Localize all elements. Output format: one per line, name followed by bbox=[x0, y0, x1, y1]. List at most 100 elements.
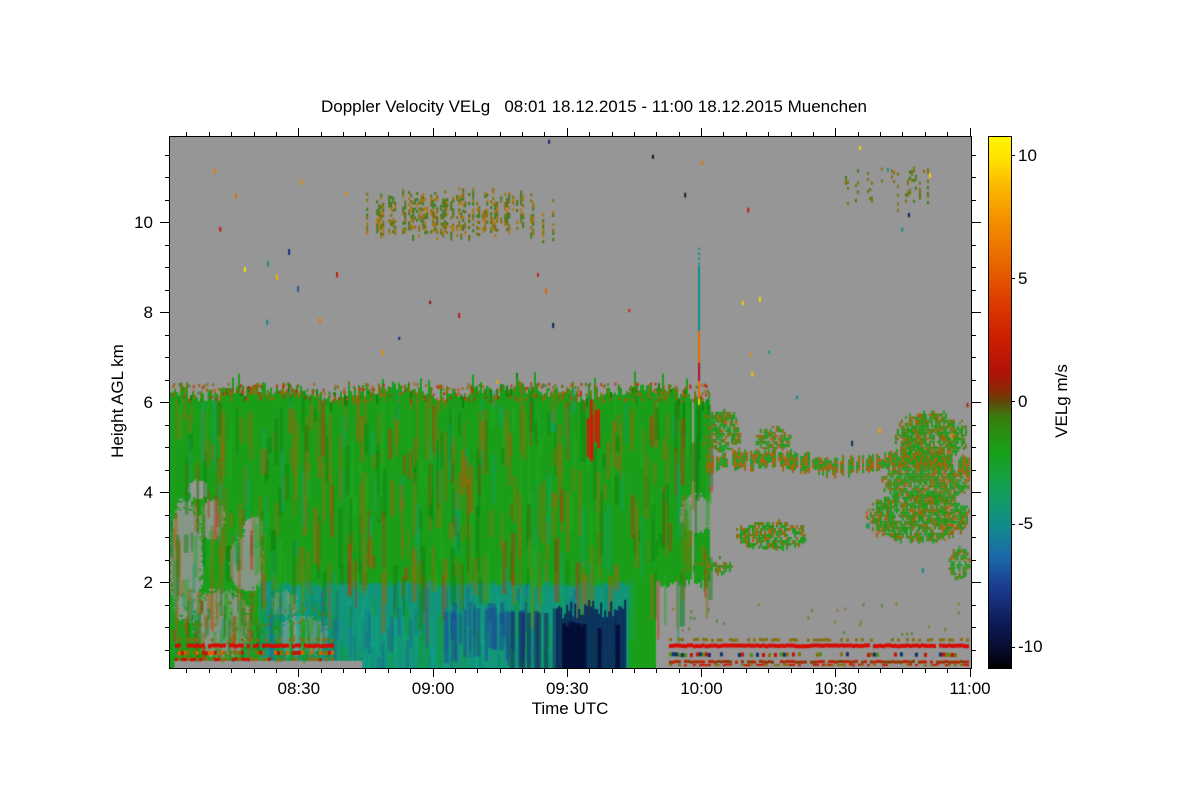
x-major-tick-top bbox=[835, 128, 837, 136]
y-tick-label: 10 bbox=[134, 212, 153, 232]
y-minor-tick-right bbox=[972, 514, 976, 516]
x-minor-tick bbox=[812, 669, 814, 673]
x-minor-tick-top bbox=[544, 132, 546, 136]
x-minor-tick-top bbox=[522, 132, 523, 136]
heatmap-canvas bbox=[170, 137, 971, 668]
x-minor-tick bbox=[253, 669, 255, 673]
x-minor-tick-top bbox=[275, 132, 277, 136]
x-minor-tick-top bbox=[611, 132, 613, 136]
x-tick-label: 08:30 bbox=[277, 679, 321, 698]
x-minor-tick-top bbox=[857, 132, 859, 136]
x-minor-tick bbox=[589, 669, 591, 673]
y-major-tick-right bbox=[972, 582, 981, 584]
x-minor-tick bbox=[656, 669, 658, 673]
y-minor-tick-right bbox=[972, 177, 976, 179]
x-minor-tick bbox=[365, 669, 367, 673]
y-minor-tick-right bbox=[972, 357, 976, 359]
y-tick-label: 8 bbox=[143, 302, 153, 322]
plot-area bbox=[169, 136, 972, 669]
y-minor-tick-right bbox=[972, 379, 976, 381]
colorbar-tick bbox=[1011, 401, 1015, 402]
y-minor-tick bbox=[165, 244, 169, 246]
x-major-tick bbox=[432, 669, 434, 677]
x-major-tick bbox=[969, 669, 971, 677]
x-minor-tick-top bbox=[231, 132, 233, 136]
x-minor-tick-top bbox=[947, 132, 949, 136]
y-minor-tick bbox=[165, 424, 169, 426]
x-minor-tick bbox=[611, 669, 613, 673]
x-minor-tick-top bbox=[589, 132, 591, 136]
x-major-tick-top bbox=[701, 128, 702, 136]
x-major-tick-top bbox=[566, 128, 568, 136]
x-minor-tick-top bbox=[477, 132, 479, 136]
y-minor-tick-right bbox=[972, 154, 976, 156]
x-axis-label: Time UTC bbox=[531, 699, 609, 718]
x-minor-tick bbox=[633, 669, 635, 673]
y-minor-tick bbox=[165, 289, 169, 291]
y-minor-tick bbox=[165, 199, 169, 201]
x-minor-tick-top bbox=[365, 132, 367, 136]
x-minor-tick bbox=[522, 669, 523, 673]
x-minor-tick-top bbox=[343, 132, 345, 136]
x-minor-tick bbox=[924, 669, 926, 673]
y-axis-label: Height AGL km bbox=[108, 344, 127, 458]
x-minor-tick bbox=[790, 669, 792, 673]
x-minor-tick bbox=[857, 669, 859, 673]
x-minor-tick-top bbox=[387, 132, 389, 136]
x-minor-tick-top bbox=[745, 132, 747, 136]
x-minor-tick bbox=[454, 669, 456, 673]
x-minor-tick-top bbox=[186, 132, 188, 136]
colorbar bbox=[988, 136, 1012, 669]
y-minor-tick bbox=[165, 537, 169, 539]
x-minor-tick bbox=[320, 669, 322, 673]
x-minor-tick-top bbox=[320, 132, 322, 136]
y-tick-label: 2 bbox=[143, 572, 153, 592]
x-minor-tick-top bbox=[902, 132, 904, 136]
x-major-tick-top bbox=[298, 128, 300, 136]
x-minor-tick bbox=[410, 669, 412, 673]
y-major-tick bbox=[160, 222, 169, 224]
y-minor-tick bbox=[165, 627, 169, 629]
colorbar-tick bbox=[1011, 278, 1015, 280]
x-minor-tick-top bbox=[253, 132, 255, 136]
x-tick-label: 10:00 bbox=[680, 679, 723, 698]
y-minor-tick bbox=[165, 469, 169, 471]
x-major-tick bbox=[835, 669, 837, 677]
x-major-tick bbox=[298, 669, 300, 677]
x-minor-tick bbox=[477, 669, 479, 673]
colorbar-label: VELg m/s bbox=[1052, 364, 1071, 438]
y-tick-label: 4 bbox=[143, 482, 153, 502]
y-minor-tick-right bbox=[972, 244, 976, 246]
x-minor-tick-top bbox=[633, 132, 635, 136]
x-minor-tick bbox=[343, 669, 345, 673]
x-minor-tick bbox=[499, 669, 501, 673]
x-minor-tick-top bbox=[454, 132, 456, 136]
x-minor-tick bbox=[387, 669, 389, 673]
y-minor-tick-right bbox=[972, 424, 976, 426]
y-minor-tick bbox=[165, 334, 169, 336]
y-minor-tick-right bbox=[972, 199, 976, 201]
colorbar-tick-label: 10 bbox=[1018, 145, 1037, 165]
y-major-tick bbox=[160, 312, 169, 314]
x-tick-label: 10:30 bbox=[814, 679, 858, 698]
chart-title: Doppler Velocity VELg 08:01 18.12.2015 -… bbox=[321, 97, 867, 116]
y-major-tick-right bbox=[972, 402, 981, 404]
colorbar-tick-label: -5 bbox=[1018, 514, 1034, 534]
x-minor-tick bbox=[723, 669, 725, 673]
x-minor-tick-top bbox=[924, 132, 926, 136]
colorbar-tick bbox=[1011, 523, 1015, 525]
x-minor-tick-top bbox=[723, 132, 725, 136]
colorbar-gradient bbox=[989, 137, 1011, 668]
x-minor-tick bbox=[275, 669, 277, 673]
y-tick-label: 6 bbox=[143, 392, 153, 412]
y-minor-tick-right bbox=[972, 289, 976, 291]
x-minor-tick-top bbox=[656, 132, 658, 136]
y-major-tick bbox=[160, 492, 169, 494]
y-major-tick bbox=[160, 582, 169, 584]
x-tick-label: 09:30 bbox=[545, 679, 589, 698]
x-minor-tick-top bbox=[208, 132, 210, 136]
y-minor-tick bbox=[165, 154, 169, 156]
y-minor-tick bbox=[165, 649, 169, 651]
y-minor-tick-right bbox=[972, 627, 976, 629]
